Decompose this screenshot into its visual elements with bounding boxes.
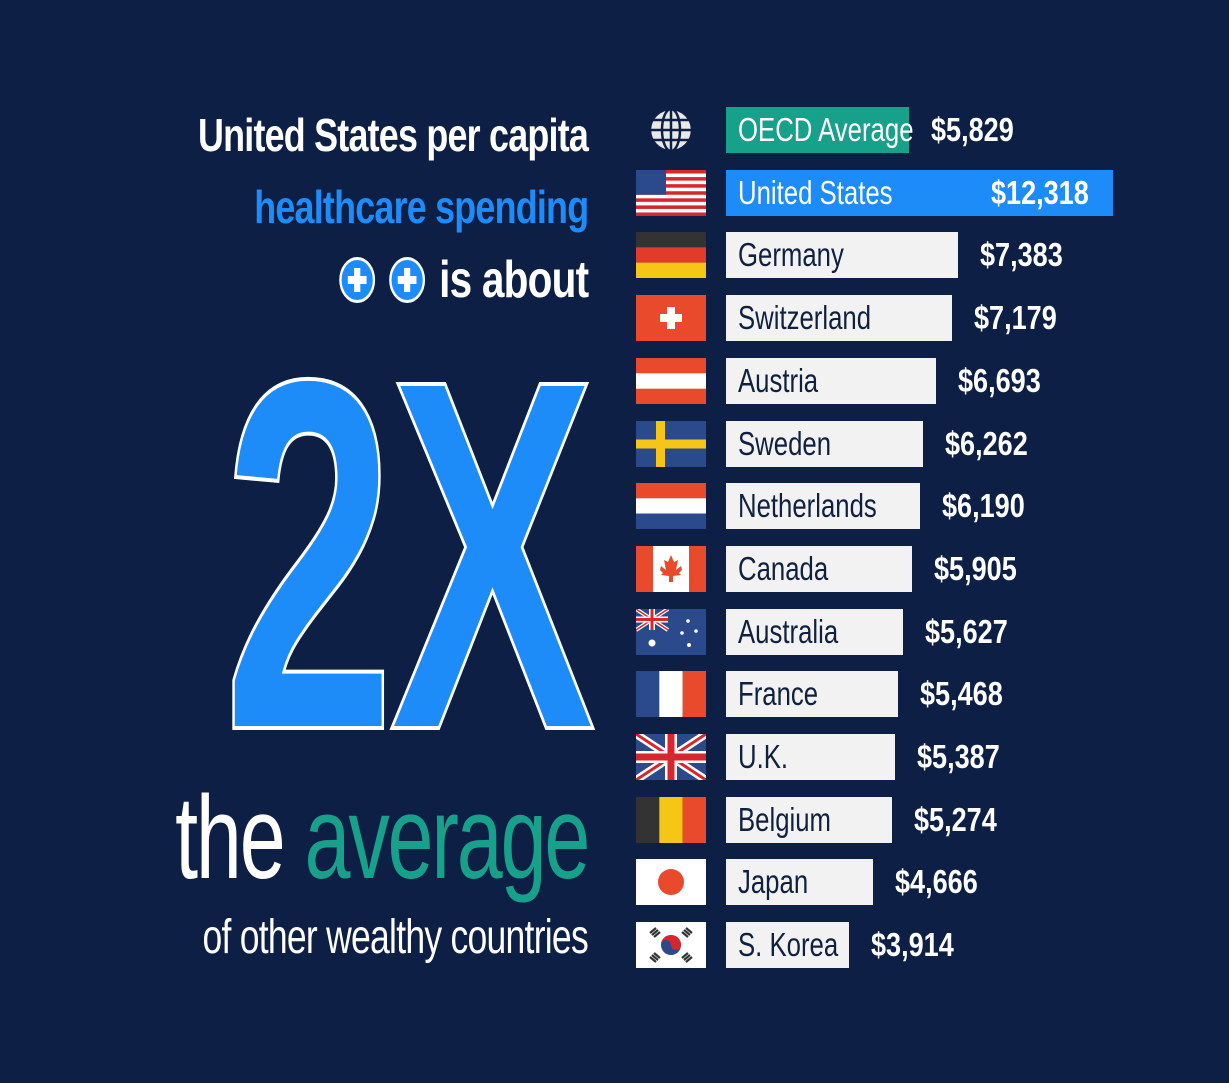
flag-belgium: [636, 796, 706, 843]
bar-label-united-states: United States: [738, 173, 893, 211]
bar-label-switzerland: Switzerland: [738, 299, 872, 337]
flag-japan: [636, 859, 706, 906]
bar-oecd-average: [726, 107, 909, 153]
flag-sweden: [636, 420, 706, 467]
bar-label-s-korea: S. Korea: [738, 926, 839, 964]
bar-value-canada: $5,905: [934, 549, 1017, 587]
bar-label-austria: Austria: [738, 361, 819, 399]
bar-netherlands: [726, 483, 920, 530]
headline-line-2: healthcare spending: [253, 181, 589, 233]
medical-plus-icon: [338, 257, 375, 303]
headline-the: the: [174, 772, 286, 904]
bar-label-oecd-average: OECD Average: [738, 111, 914, 148]
bar-value-japan: $4,666: [895, 863, 978, 901]
bar-france: [726, 671, 898, 718]
bar-austria: [726, 357, 936, 404]
flag-germany: [636, 232, 706, 279]
big-2x-text: 2X: [222, 275, 597, 834]
bar-switzerland: [726, 295, 952, 342]
bar-value-germany: $7,383: [980, 236, 1063, 274]
bar-sweden: [726, 420, 923, 467]
headline-line-3-text: is about: [438, 251, 589, 309]
bar-label-germany: Germany: [738, 236, 844, 274]
bar-u-k: [726, 734, 895, 780]
bar-label-sweden: Sweden: [738, 424, 832, 462]
headline-line-3: is about: [338, 250, 589, 310]
bar-label-canada: Canada: [738, 549, 829, 587]
headline-line-5: the average: [174, 770, 590, 906]
bar-s-korea: [726, 922, 849, 969]
bar-australia: [726, 608, 903, 655]
headline-line-1: United States per capita: [197, 109, 589, 161]
flag-south-korea: [636, 922, 706, 969]
bar-label-australia: Australia: [738, 612, 839, 650]
bar-value-belgium: $5,274: [914, 800, 997, 838]
medical-plus-icon: [388, 257, 425, 303]
bar-label-netherlands: Netherlands: [738, 487, 877, 525]
flag-netherlands: [636, 483, 706, 530]
flag-australia: [634, 606, 706, 655]
bar-value-switzerland: $7,179: [974, 299, 1057, 337]
headline-panel: United States per capita healthcare spen…: [0, 0, 600, 1083]
bar-germany: [726, 232, 958, 279]
globe-icon: [636, 107, 706, 153]
flag-canada: [636, 545, 706, 592]
bar-value-united-states: $12,318: [991, 173, 1089, 211]
bar-value-s-korea: $3,914: [871, 926, 954, 964]
bar-canada: [726, 545, 912, 592]
bar-value-france: $5,468: [920, 675, 1003, 713]
bar-label-france: France: [738, 675, 819, 713]
flag-uk: [633, 730, 709, 784]
bar-label-belgium: Belgium: [738, 800, 832, 838]
bar-label-u-k: U.K.: [738, 738, 789, 775]
headline-average: average: [304, 772, 590, 904]
headline-line-6: of other wealthy countries: [202, 911, 588, 964]
flag-austria: [636, 357, 706, 404]
bar-label-japan: Japan: [738, 863, 809, 901]
bar-value-sweden: $6,262: [945, 424, 1028, 462]
bar-value-austria: $6,693: [958, 361, 1041, 399]
bar-value-australia: $5,627: [925, 612, 1008, 650]
flag-united-states: [636, 169, 706, 216]
flag-france: [636, 671, 706, 718]
bar-value-oecd-average: $5,829: [931, 111, 1014, 148]
bar-belgium: [726, 796, 892, 843]
bar-value-netherlands: $6,190: [942, 487, 1025, 525]
flag-switzerland: [636, 295, 706, 342]
bar-united-states: [726, 169, 1113, 216]
bar-japan: [726, 859, 873, 906]
bar-value-u-k: $5,387: [917, 738, 1000, 775]
